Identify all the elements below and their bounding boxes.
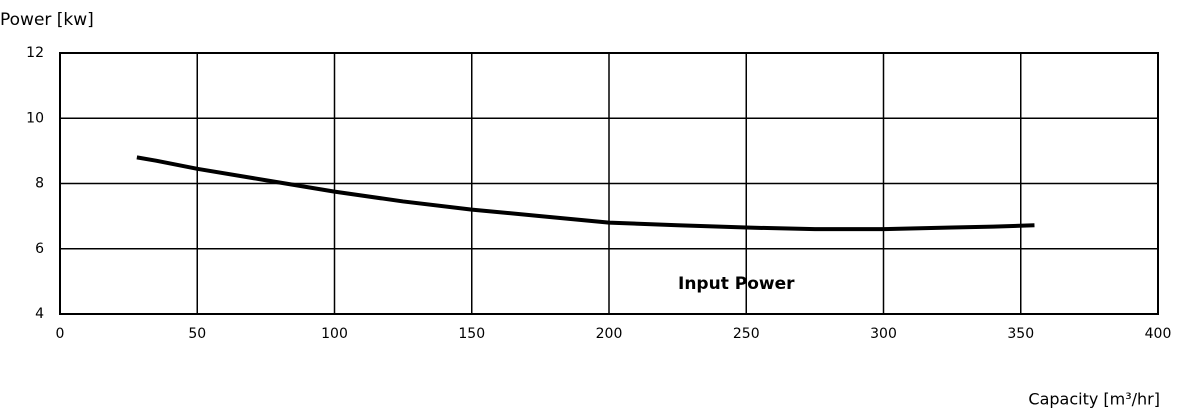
- x-tick-label: 250: [733, 326, 760, 342]
- x-tick-label: 200: [596, 326, 623, 342]
- y-tick-label: 10: [26, 110, 44, 126]
- x-tick-label: 0: [56, 326, 65, 342]
- x-tick-label: 100: [321, 326, 348, 342]
- x-tick-label: 50: [188, 326, 206, 342]
- x-axis-title: Capacity [m³/hr]: [1028, 390, 1160, 409]
- plot-frame: [59, 52, 1159, 315]
- annotation: Input Power: [678, 274, 795, 294]
- y-axis-title: Power [kw]: [0, 10, 94, 30]
- y-tick-label: 8: [35, 176, 44, 192]
- x-tick-label: 300: [870, 326, 897, 342]
- y-tick-label: 4: [35, 306, 44, 322]
- y-tick-label: 12: [26, 45, 44, 61]
- x-tick-label: 350: [1007, 326, 1034, 342]
- line-series: [136, 155, 1035, 232]
- x-tick-label: 400: [1145, 326, 1172, 342]
- y-tick-label: 6: [35, 241, 44, 257]
- x-tick-label: 150: [458, 326, 485, 342]
